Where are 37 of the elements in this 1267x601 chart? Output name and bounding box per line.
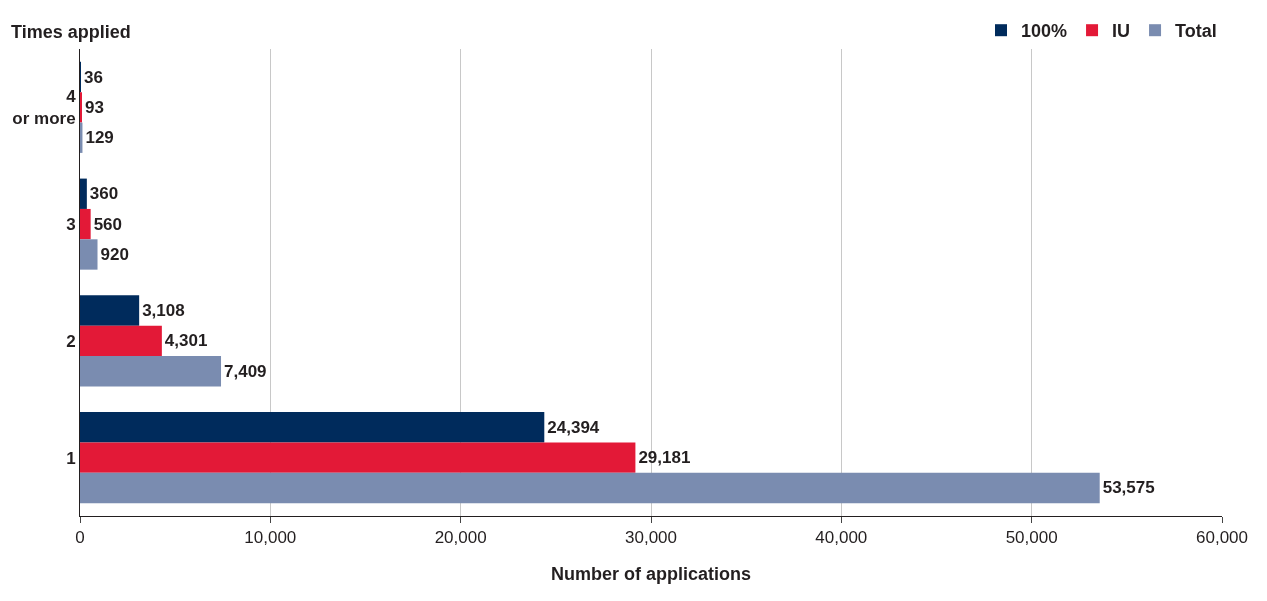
x-axis-title: Number of applications	[550, 563, 752, 584]
legend-label: IU	[1112, 21, 1131, 42]
bar	[80, 325, 162, 357]
data-label: 560	[93, 214, 123, 234]
data-label: 53,575	[1102, 478, 1155, 498]
x-tick-label: 10,000	[244, 528, 297, 548]
data-label: 3,108	[142, 301, 185, 321]
data-label: 4,301	[164, 331, 208, 351]
data-label: 36	[84, 67, 103, 87]
x-tick-label: 60,000	[1196, 528, 1248, 548]
x-tick-label: 20,000	[434, 528, 487, 548]
bar	[80, 208, 91, 240]
data-label: 7,409	[224, 361, 267, 381]
y-tick-label: 1	[66, 448, 76, 468]
y-tick-label: 3	[66, 215, 76, 235]
bar	[80, 472, 1100, 504]
data-label: 920	[100, 244, 129, 264]
y-axis-title: Times applied	[11, 22, 131, 42]
x-tick-label: 30,000	[625, 528, 677, 548]
y-tick-label: 4 or more	[12, 87, 77, 129]
bar	[80, 412, 545, 443]
bar	[80, 356, 222, 387]
data-label: 93	[85, 97, 104, 117]
x-tick-label: 0	[75, 528, 85, 548]
bar	[80, 295, 140, 326]
x-tick-label: 50,000	[1005, 528, 1058, 548]
legend-label: Total	[1175, 21, 1217, 42]
bar	[80, 239, 98, 270]
data-label: 24,394	[547, 417, 600, 437]
data-label: 129	[85, 128, 114, 148]
data-label: 360	[89, 184, 119, 204]
y-tick-label: 2	[66, 331, 76, 351]
bar	[80, 178, 87, 209]
legend-label: 100%	[1021, 21, 1068, 42]
bar	[80, 442, 636, 473]
data-label: 29,181	[638, 448, 691, 468]
x-tick-label: 40,000	[815, 528, 868, 548]
